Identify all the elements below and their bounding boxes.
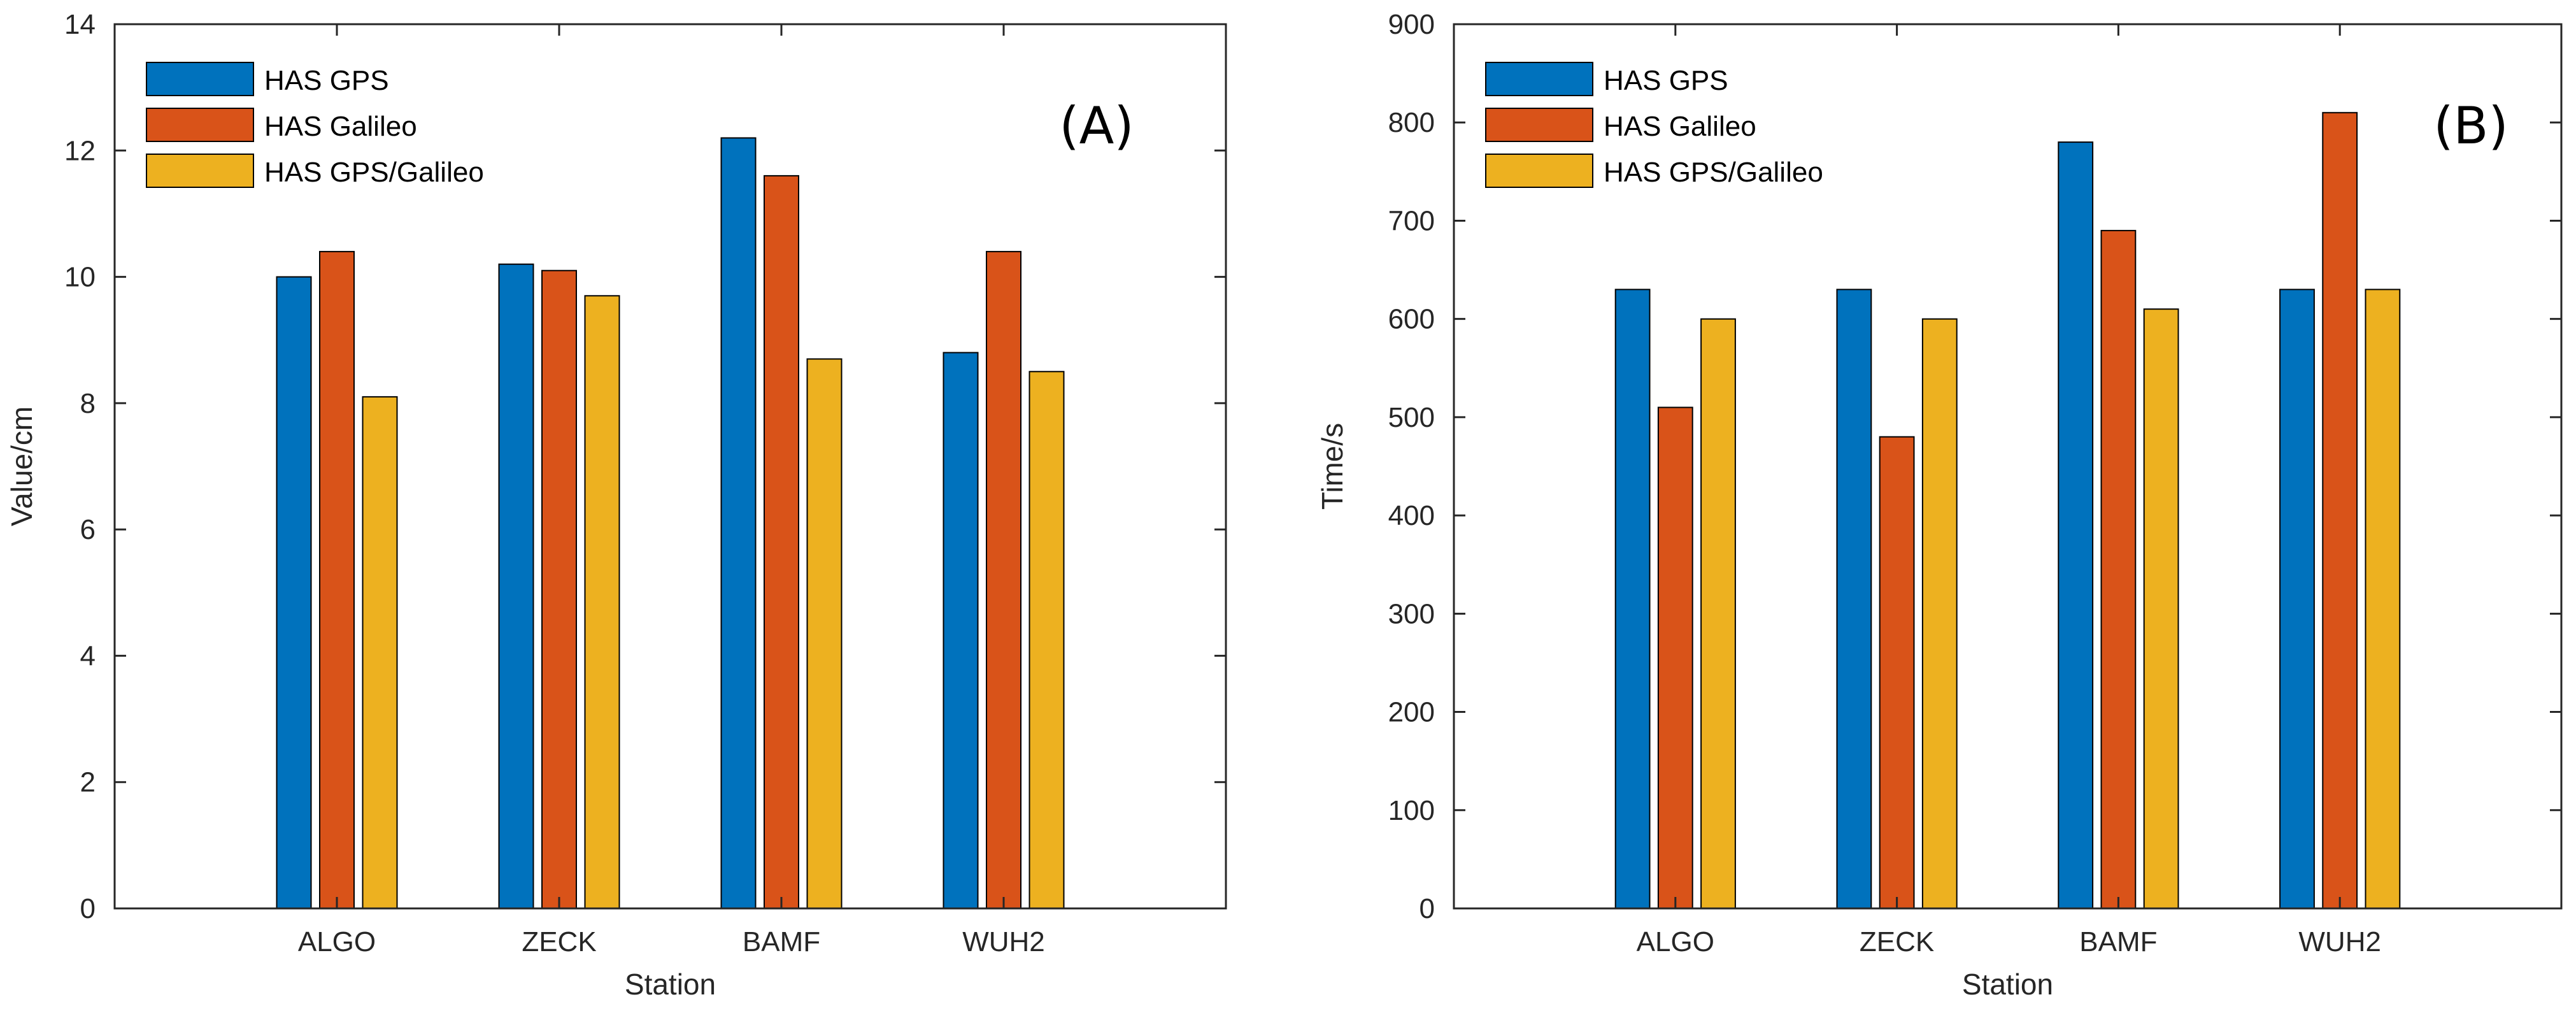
legend-label: HAS Galileo [1604,111,1756,142]
bar-wuh2-series-3 [1028,371,1065,909]
legend-swatch [146,108,254,142]
bar-algo-series-1 [1614,289,1651,909]
bar-zeck-series-2 [541,269,577,909]
legend-label: HAS GPS [1604,65,1728,96]
x-tick-label: ALGO [1637,926,1714,957]
y-tick-label: 2 [80,767,96,798]
y-tick-label: 500 [1388,402,1435,433]
y-tick-label: 300 [1388,598,1435,629]
x-axis-title: Station [625,968,716,1001]
bar-bamf-series-3 [2143,308,2179,909]
bar-zeck-series-1 [498,263,534,909]
y-tick-label: 900 [1388,9,1435,40]
x-axis-title: Station [1962,968,2053,1001]
bar-zeck-series-2 [1879,436,1915,909]
x-tick-label: WUH2 [962,926,1045,957]
y-tick-label: 0 [1420,893,1435,924]
bar-wuh2-series-2 [2322,111,2358,909]
bar-wuh2-series-3 [2365,289,2401,909]
y-tick-label: 700 [1388,205,1435,236]
legend-label: HAS GPS/Galileo [264,157,484,188]
bar-bamf-series-2 [764,175,799,909]
y-axis-title: Value/cm [5,406,38,526]
legend-swatch [1485,62,1593,96]
bar-algo-series-2 [1657,406,1693,909]
y-axis-title: Time/s [1316,423,1349,510]
y-tick-label: 8 [80,388,96,419]
bar-wuh2-series-2 [986,250,1021,909]
y-tick-label: 100 [1388,795,1435,826]
bar-zeck-series-3 [1921,318,1958,909]
bar-algo-series-1 [276,276,312,910]
legend-swatch [1485,154,1593,188]
x-tick-label: ALGO [298,926,376,957]
axes-box [113,23,1227,910]
y-tick-label: 200 [1388,697,1435,728]
legend: HAS GPS HAS Galileo HAS GPS/Galileo [146,62,484,188]
panel-label: (B) [2433,96,2508,155]
x-tick-label: BAMF [743,926,820,957]
legend-label: HAS GPS/Galileo [1604,157,1823,188]
y-tick-label: 600 [1388,304,1435,335]
panel-label: (A) [1059,96,1134,155]
chart-panel-b: 0 100 200 300 400 500 600 700 800 900 ALGO ZECK BAMF… [1316,9,2563,1001]
x-tick-label: ZECK [1860,926,1934,957]
axes-box [1453,23,2563,910]
legend-swatch [146,154,254,188]
bar-algo-series-3 [1700,318,1736,909]
bar-bamf-series-2 [2100,229,2137,909]
y-tick-label: 400 [1388,500,1435,531]
legend-swatch [1485,108,1593,142]
x-tick-label: ZECK [522,926,596,957]
legend-swatch [146,62,254,96]
y-tick-label: 12 [64,135,96,166]
legend: HAS GPS HAS Galileo HAS GPS/Galileo [1485,62,1823,188]
y-tick-label: 800 [1388,107,1435,138]
x-tick-label: WUH2 [2298,926,2381,957]
y-tick-label: 0 [80,893,96,924]
y-tick-label: 10 [64,262,96,293]
bar-bamf-series-1 [2058,141,2094,910]
bar-algo-series-2 [319,250,355,909]
bar-zeck-series-3 [584,295,620,909]
y-tick-label: 14 [64,9,96,40]
bar-bamf-series-3 [806,358,843,909]
legend-label: HAS GPS [264,65,389,96]
bar-wuh2-series-1 [2279,289,2315,909]
y-tick-label: 6 [80,514,96,545]
x-tick-label: BAMF [2079,926,2157,957]
bar-wuh2-series-1 [943,352,979,909]
bar-algo-series-3 [362,396,398,909]
y-tick-label: 4 [80,640,96,671]
bar-zeck-series-1 [1836,289,1872,909]
bar-bamf-series-1 [720,137,757,909]
legend-label: HAS Galileo [264,111,417,142]
